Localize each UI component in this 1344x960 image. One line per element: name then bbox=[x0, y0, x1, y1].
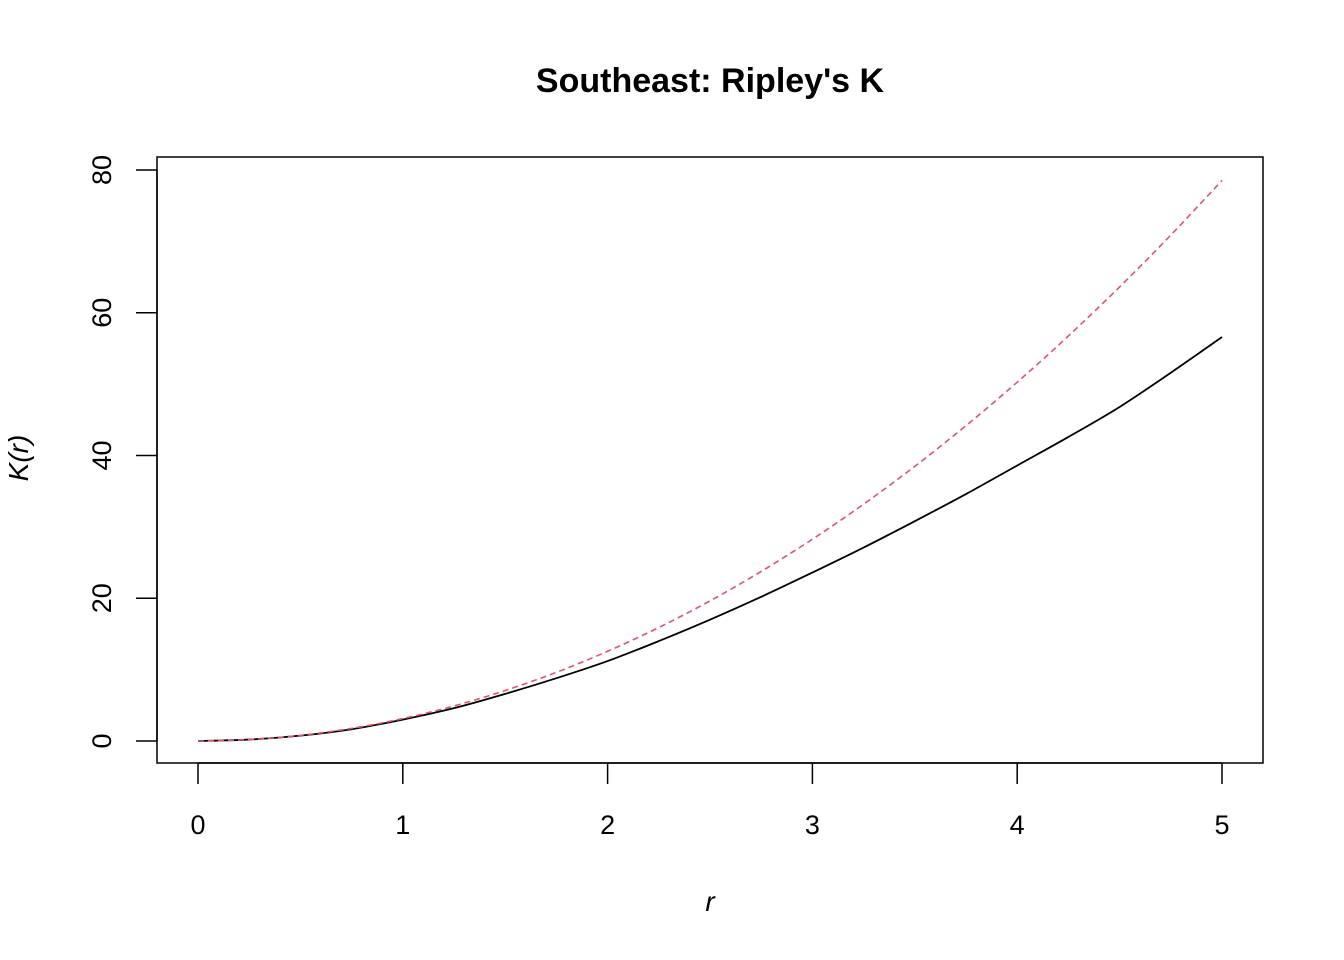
series-layer bbox=[197, 179, 1223, 742]
series-line-solid bbox=[197, 336, 1223, 742]
plot-frame bbox=[156, 156, 1264, 764]
x-tick-label: 2 bbox=[600, 810, 615, 840]
y-tick-label: 20 bbox=[87, 583, 117, 613]
y-tick-label: 0 bbox=[87, 733, 117, 748]
y-axis: 0 20 40 60 80 bbox=[87, 155, 158, 749]
y-axis-label: K(r) bbox=[3, 435, 34, 482]
y-tick-label: 60 bbox=[87, 298, 117, 328]
y-tick-label: 80 bbox=[87, 155, 117, 185]
chart-title: Southeast: Ripley's K bbox=[536, 62, 885, 100]
x-tick-label: 3 bbox=[805, 810, 820, 840]
x-axis-label: r bbox=[705, 886, 716, 917]
x-tick-label: 4 bbox=[1010, 810, 1025, 840]
x-tick-label: 5 bbox=[1214, 810, 1229, 840]
x-axis: 0 1 2 3 4 5 bbox=[190, 762, 1230, 840]
x-tick-label: 0 bbox=[190, 810, 205, 840]
x-tick-label: 1 bbox=[395, 810, 410, 840]
y-tick-label: 40 bbox=[87, 440, 117, 470]
series-line-dashed bbox=[197, 179, 1223, 742]
